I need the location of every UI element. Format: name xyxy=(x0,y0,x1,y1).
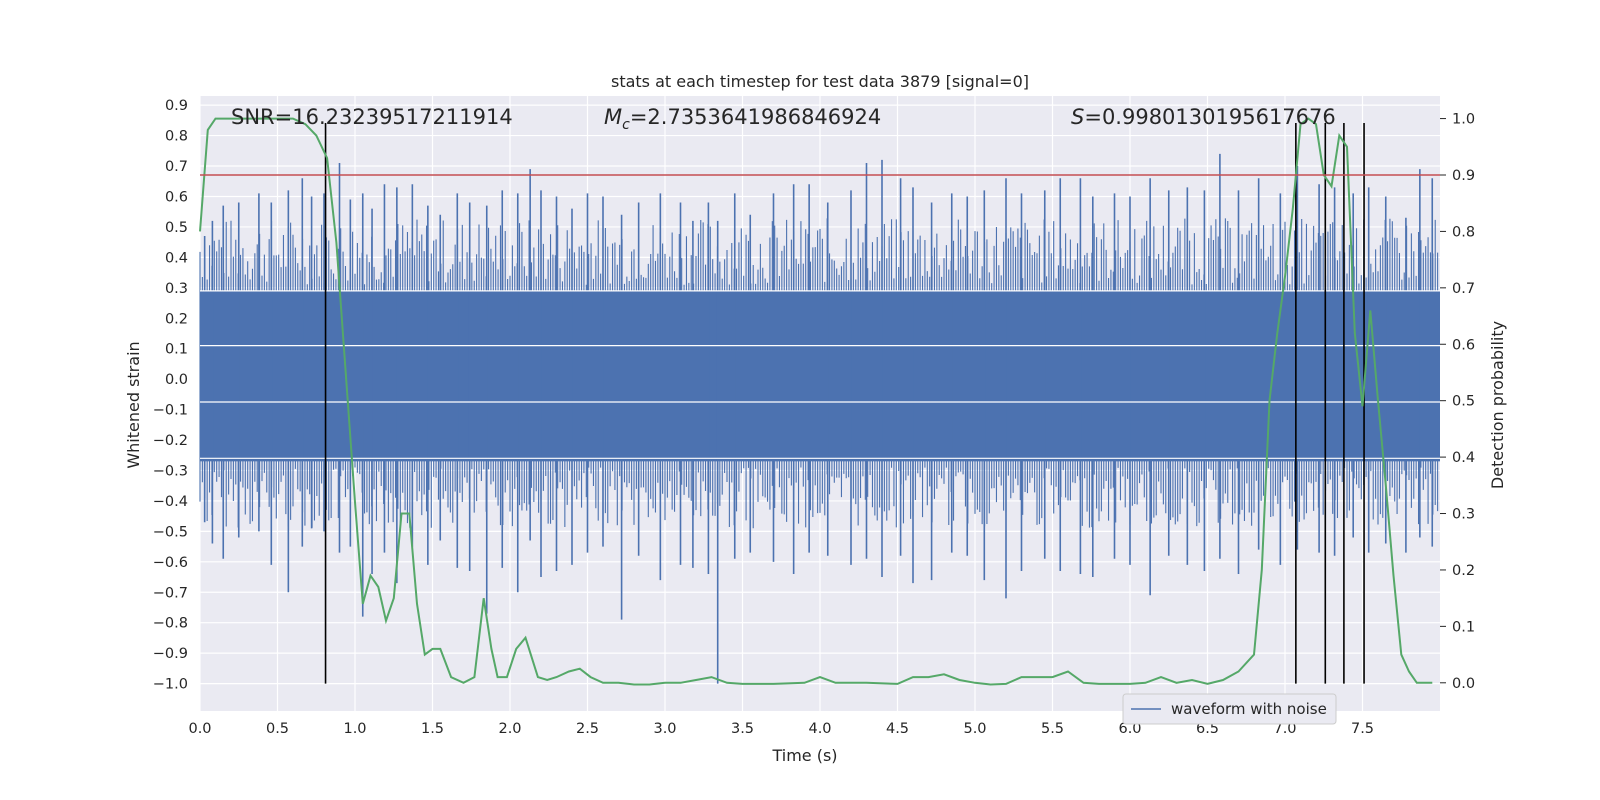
snr-annotation: SNR=16.23239517211914 xyxy=(231,105,513,129)
marker-lines xyxy=(324,123,1365,684)
x-tick-label: 4.0 xyxy=(808,721,831,737)
legend: waveform with noise xyxy=(1122,693,1337,725)
y-tick-label: −0.5 xyxy=(153,524,188,540)
y-right-tick-label: 0.5 xyxy=(1452,394,1475,410)
x-tick-label: 7.5 xyxy=(1351,721,1374,737)
y-right-axis-label: Detection probability xyxy=(1488,321,1507,489)
chirp-mass-annotation: Mc=2.7353641986846924 xyxy=(604,105,881,133)
y-tick-label: 0.1 xyxy=(165,342,188,358)
y-tick-label: −0.3 xyxy=(153,463,188,479)
y-tick-label: −0.1 xyxy=(153,403,188,419)
y-tick-label: −0.4 xyxy=(153,494,188,510)
y-right-tick-label: 0.1 xyxy=(1452,619,1475,635)
y-right-tick-label: 0.3 xyxy=(1452,507,1475,523)
x-tick-label: 0.5 xyxy=(266,721,289,737)
x-tick-label: 3.0 xyxy=(653,721,676,737)
probability-line xyxy=(199,117,1433,686)
probability-series xyxy=(199,117,1433,686)
y-right-tick-label: 0.4 xyxy=(1452,450,1475,466)
y-axis-ticks: 0.9 0.8 0.7 0.6 0.5 0.4 0.3 0.2 0.1 0.0 −0.1 −0.2 −0… xyxy=(153,98,188,692)
x-tick-label: 6.0 xyxy=(1118,721,1141,737)
waveform-series xyxy=(199,153,1440,684)
x-tick-label: 1.0 xyxy=(343,721,366,737)
y-right-tick-label: 0.0 xyxy=(1452,676,1475,692)
y-tick-label: −0.6 xyxy=(153,555,188,571)
x-tick-label: 5.5 xyxy=(1041,721,1064,737)
y-right-tick-label: 0.8 xyxy=(1452,224,1475,240)
legend-box xyxy=(1122,693,1337,725)
x-tick-label: 6.5 xyxy=(1196,721,1219,737)
x-tick-label: 1.5 xyxy=(421,721,444,737)
x-tick-label: 0.0 xyxy=(188,721,211,737)
legend-label: waveform with noise xyxy=(1171,700,1327,718)
y-tick-label: −1.0 xyxy=(153,677,188,693)
y-right-axis-ticks: 1.0 0.9 0.8 0.7 0.6 0.5 0.4 0.3 0.2 0.1 0.0 xyxy=(1440,112,1475,692)
y-tick-label: 0.8 xyxy=(165,129,188,145)
y-right-tick-label: 0.9 xyxy=(1452,168,1475,184)
x-tick-label: 7.0 xyxy=(1273,721,1296,737)
y-right-tick-label: 0.2 xyxy=(1452,563,1475,579)
y-axis-label: Whitened strain xyxy=(124,341,143,468)
x-tick-label: 2.5 xyxy=(576,721,599,737)
y-tick-label: 0.2 xyxy=(165,311,188,327)
y-tick-label: 0.7 xyxy=(165,159,188,175)
y-tick-label: 0.4 xyxy=(165,250,188,266)
y-tick-label: 0.6 xyxy=(165,189,188,205)
y-tick-label: −0.2 xyxy=(153,433,188,449)
x-tick-label: 4.5 xyxy=(886,721,909,737)
chart-title: stats at each timestep for test data 387… xyxy=(611,72,1029,91)
x-tick-label: 2.0 xyxy=(498,721,521,737)
y-right-tick-label: 1.0 xyxy=(1452,112,1475,128)
y-tick-label: −0.9 xyxy=(153,646,188,662)
y-right-tick-label: 0.6 xyxy=(1452,337,1475,353)
y-tick-label: 0.5 xyxy=(165,220,188,236)
y-tick-label: −0.7 xyxy=(153,585,188,601)
x-axis-label: Time (s) xyxy=(771,746,837,765)
x-tick-label: 3.5 xyxy=(731,721,754,737)
y-tick-label: 0.0 xyxy=(165,372,188,388)
x-axis-ticks: 0.0 0.5 1.0 1.5 2.0 2.5 3.0 3.5 4.0 4.5 5.0 5.5 6.0 6… xyxy=(188,721,1374,737)
x-tick-label: 5.0 xyxy=(963,721,986,737)
y-tick-label: −0.8 xyxy=(153,616,188,632)
y-right-tick-label: 0.7 xyxy=(1452,281,1475,297)
y-tick-label: 0.3 xyxy=(165,281,188,297)
score-annotation: S=0.9980130195617676 xyxy=(1071,105,1336,129)
y-tick-label: 0.9 xyxy=(165,98,188,114)
